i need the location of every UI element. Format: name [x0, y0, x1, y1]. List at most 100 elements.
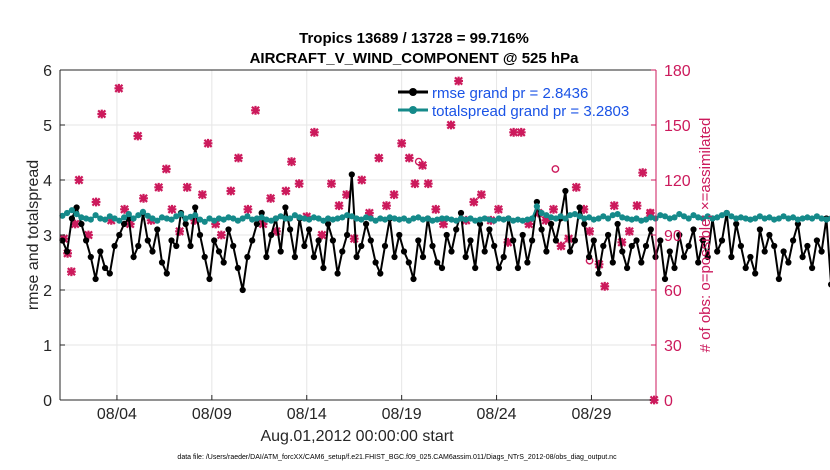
series-point-totalspread [462, 216, 469, 223]
series-point-totalspread [524, 216, 531, 223]
series-point-totalspread [434, 216, 441, 223]
series-point-rmse [306, 226, 313, 233]
series-point-totalspread [196, 216, 204, 223]
series-point-rmse [391, 253, 398, 261]
series-point-rmse [794, 220, 802, 228]
series-point-totalspread [125, 211, 132, 218]
series-point-rmse [647, 226, 654, 233]
obs-assimilated-glyph [66, 267, 76, 277]
series-point-totalspread [657, 212, 664, 219]
obs-assimilated-marker [74, 175, 84, 185]
x-tick-label: 08/29 [571, 406, 611, 423]
series-point-rmse [372, 259, 379, 266]
obs-assimilated-glyph [203, 138, 213, 148]
series-point-totalspread [586, 214, 593, 221]
series-point-rmse [605, 231, 612, 239]
obs-assimilated-glyph [404, 153, 414, 163]
series-point-totalspread [676, 211, 683, 218]
obs-assimilated-marker [364, 208, 374, 218]
y-tick-label-right: 120 [664, 173, 691, 190]
series-point-rmse [529, 237, 536, 244]
obs-assimilated-marker [446, 120, 456, 130]
series-point-totalspread [529, 215, 536, 222]
legend-spread-label: totalspread grand pr = 3.2803 [432, 103, 629, 120]
series-point-rmse [486, 226, 493, 233]
obs-assimilated-marker [70, 219, 80, 229]
series-point-totalspread [187, 213, 194, 220]
obs-assimilated-glyph [281, 186, 291, 196]
series-point-totalspread [742, 215, 749, 222]
series-point-totalspread [486, 216, 493, 223]
obs-assimilated-glyph [287, 157, 296, 167]
obs-assimilated-glyph [133, 131, 143, 141]
series-point-totalspread [505, 215, 512, 222]
obs-assimilated-glyph [114, 83, 124, 93]
obs-assimilated-glyph [364, 208, 374, 218]
series-point-totalspread [495, 215, 502, 222]
series-point-totalspread [106, 213, 113, 220]
series-point-totalspread [149, 215, 156, 222]
series-point-totalspread [391, 215, 398, 222]
x-tick-label: 08/09 [192, 406, 232, 423]
series-point-totalspread [192, 212, 199, 219]
series-point-totalspread [785, 215, 792, 222]
obs-assimilated-glyph [190, 215, 200, 225]
series-point-rmse [125, 215, 132, 222]
obs-assimilated-glyph [251, 105, 260, 115]
series-point-rmse [633, 237, 640, 244]
series-point-totalspread [249, 216, 256, 223]
obs-assimilated-glyph [309, 127, 319, 137]
series-point-rmse [742, 264, 749, 272]
series-point-rmse [277, 248, 284, 255]
series-point-totalspread [733, 215, 740, 222]
series-point-totalspread [766, 214, 773, 221]
series-point-rmse [182, 220, 189, 228]
y-tick-label-left: 4 [43, 173, 52, 190]
series-point-totalspread [315, 215, 322, 222]
series-point-rmse [358, 242, 365, 250]
series-point-rmse [215, 248, 223, 255]
series-point-rmse [642, 242, 650, 250]
series-point-totalspread [78, 214, 85, 221]
series-point-totalspread [301, 215, 308, 222]
series-point-totalspread [348, 213, 355, 220]
series-point-totalspread [638, 217, 645, 224]
series-point-rmse [462, 253, 469, 261]
series-point-rmse [438, 264, 446, 272]
series-point-rmse [467, 237, 474, 244]
obs-assimilated-glyph [579, 204, 589, 214]
obs-assimilated-glyph [357, 175, 367, 185]
series-point-totalspread [609, 212, 616, 219]
series-point-totalspread [320, 217, 327, 224]
series-point-totalspread [500, 216, 507, 223]
series-point-rmse [453, 226, 460, 233]
series-point-rmse [334, 270, 341, 277]
series-point-totalspread [287, 215, 294, 222]
obs-assimilated-glyph [645, 208, 655, 218]
obs-assimilated-marker [389, 190, 399, 200]
obs-assimilated-marker [404, 153, 414, 163]
obs-assimilated-marker [571, 182, 581, 192]
series-point-rmse [590, 237, 597, 244]
series-point-totalspread [533, 203, 541, 210]
series-point-rmse [680, 253, 688, 261]
obs-assimilated-glyph [70, 219, 80, 229]
obs-assimilated-glyph [410, 179, 420, 189]
series-point-rmse [533, 198, 541, 206]
series-point-totalspread [818, 215, 825, 222]
series-point-rmse [405, 259, 412, 266]
series-point-totalspread [400, 215, 408, 222]
series-point-totalspread [215, 215, 223, 222]
series-point-rmse [111, 242, 118, 250]
series-point-totalspread [514, 216, 522, 223]
series-point-rmse [377, 270, 384, 277]
obs-assimilated-glyph [211, 219, 221, 229]
series-point-totalspread [775, 215, 783, 222]
series-point-totalspread [144, 212, 151, 219]
series-point-rmse [429, 242, 436, 250]
series-point-rmse [628, 242, 635, 250]
series-point-rmse [586, 253, 593, 261]
series-point-rmse [775, 275, 783, 283]
y-tick-label-right: 150 [664, 118, 691, 135]
series-point-totalspread [310, 214, 317, 221]
